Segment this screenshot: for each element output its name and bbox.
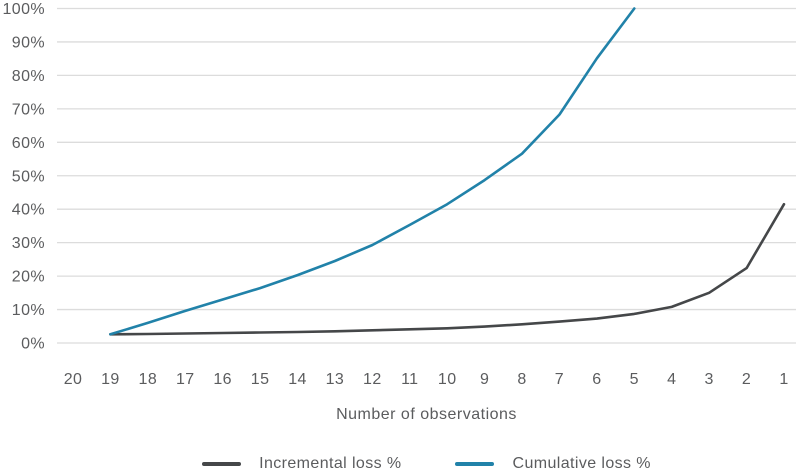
y-axis-tick-label: 20% — [12, 269, 45, 286]
x-axis-tick-label: 1 — [779, 371, 788, 388]
legend-label-cumulative: Cumulative loss % — [512, 455, 651, 472]
y-axis-tick-label: 80% — [12, 68, 45, 85]
incremental-loss-line — [109, 202, 786, 336]
y-axis-tick-label: 50% — [12, 168, 45, 185]
x-axis-tick-label: 4 — [667, 371, 676, 388]
y-axis-tick-label: 40% — [12, 202, 45, 219]
y-axis-tick-label: 70% — [12, 101, 45, 118]
x-axis-tick-label: 12 — [363, 371, 382, 388]
y-axis-tick-label: 10% — [12, 302, 45, 319]
y-axis-tick-label: 90% — [12, 34, 45, 51]
legend-label-incremental: Incremental loss % — [259, 455, 402, 472]
x-axis-tick-label: 2 — [742, 371, 751, 388]
legend-item-incremental: Incremental loss % — [202, 455, 401, 473]
x-axis-tick-label: 8 — [517, 371, 526, 388]
x-axis-tick-label: 6 — [592, 371, 601, 388]
legend-item-cumulative: Cumulative loss % — [455, 455, 650, 473]
x-axis-tick-label: 18 — [139, 371, 158, 388]
incremental-line-swatch-icon — [202, 462, 242, 466]
x-axis-tick-label: 7 — [555, 371, 564, 388]
x-axis-tick-label: 15 — [251, 371, 270, 388]
x-axis-tick-label: 13 — [326, 371, 345, 388]
x-axis-tick-label: 5 — [630, 371, 639, 388]
y-axis-tick-label: 0% — [21, 336, 45, 353]
cumulative-line-swatch-icon — [455, 462, 495, 466]
x-axis-tick-label: 19 — [101, 371, 120, 388]
x-axis-tick-label: 16 — [213, 371, 232, 388]
legend: Incremental loss % Cumulative loss % — [57, 455, 796, 473]
x-axis-tick-label: 11 — [401, 371, 418, 388]
y-axis-tick-label: 60% — [12, 135, 45, 152]
x-axis-tick-label: 20 — [64, 371, 83, 388]
y-axis-tick-label: 30% — [12, 235, 45, 252]
x-axis-tick-label: 9 — [480, 371, 489, 388]
x-axis-tick-label: 17 — [176, 371, 195, 388]
x-axis-tick-label: 14 — [288, 371, 307, 388]
x-axis-tick-label: 10 — [438, 371, 457, 388]
cumulative-loss-line — [109, 7, 636, 336]
x-axis-tick-label: 3 — [704, 371, 713, 388]
y-axis-tick-label: 100% — [2, 1, 45, 18]
plot-area: 0%10%20%30%40%50%60%70%80%90%100%20 19 18 1… — [2, 1, 796, 388]
x-axis-title: Number of observations — [336, 406, 517, 423]
